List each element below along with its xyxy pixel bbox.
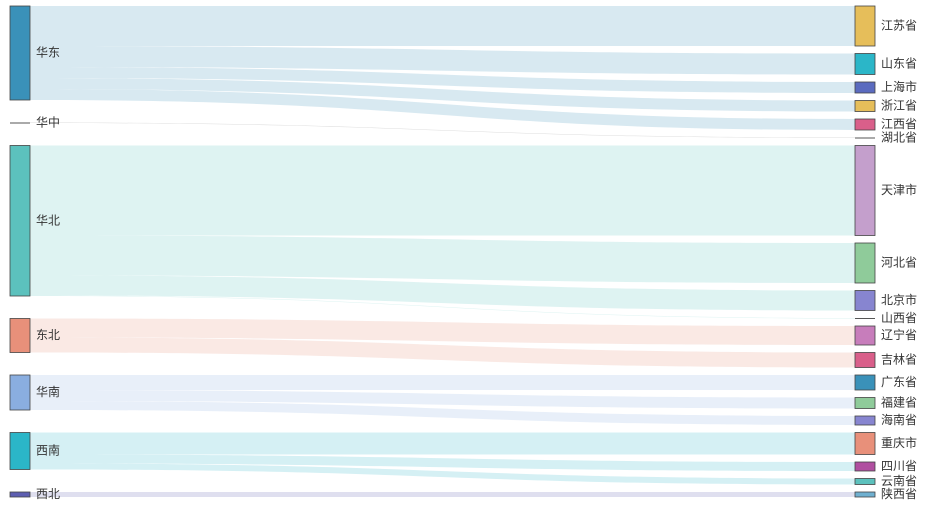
link (30, 390, 855, 409)
link (30, 401, 855, 425)
node (9, 374, 31, 411)
node-label: 山东省 (881, 57, 917, 71)
node-label: 西南 (36, 443, 60, 458)
node-label: 辽宁省 (881, 327, 917, 342)
link (30, 295, 855, 319)
node (854, 100, 876, 112)
link (30, 432, 855, 455)
node (854, 461, 876, 472)
node-label: 华北 (36, 213, 60, 227)
link (30, 454, 855, 471)
node (9, 5, 31, 101)
node-label: 湖北省 (881, 130, 917, 145)
node (9, 491, 31, 498)
link (30, 78, 855, 112)
node (854, 145, 876, 236)
node (854, 374, 876, 391)
node (854, 242, 876, 284)
node-label: 江西省 (881, 117, 917, 131)
node-label: 西北 (36, 487, 60, 501)
node-label: 陕西省 (881, 486, 917, 501)
link (30, 337, 855, 368)
link (30, 492, 855, 497)
link (30, 318, 855, 345)
node (854, 5, 876, 47)
node (854, 118, 876, 131)
node (854, 53, 876, 75)
link (30, 275, 855, 311)
node (854, 81, 876, 94)
node-label: 华南 (36, 384, 60, 399)
node (854, 415, 876, 426)
node (10, 122, 30, 124)
node-label: 上海市 (881, 79, 917, 94)
node-label: 浙江省 (881, 99, 917, 113)
link (30, 46, 855, 75)
node (9, 432, 31, 470)
node-label: 吉林省 (881, 353, 917, 367)
link (30, 145, 855, 236)
link (30, 235, 855, 283)
node (855, 137, 875, 139)
node (854, 397, 876, 409)
node-label: 云南省 (881, 473, 917, 488)
node-label: 海南省 (881, 412, 917, 427)
node (854, 290, 876, 311)
node (854, 432, 876, 455)
node (854, 352, 876, 368)
link (30, 6, 855, 46)
node-label: 江苏省 (881, 19, 917, 33)
node-label: 四川省 (881, 459, 917, 473)
node-label: 福建省 (881, 395, 917, 410)
node-label: 华东 (36, 46, 60, 60)
node-label: 天津市 (881, 182, 917, 197)
node-label: 重庆市 (881, 435, 917, 450)
node (854, 478, 876, 485)
node (854, 491, 876, 498)
node-label: 华中 (36, 115, 60, 130)
link (30, 67, 855, 93)
node-label: 广东省 (881, 375, 917, 389)
node (9, 318, 31, 353)
link (30, 89, 855, 130)
node-label: 北京市 (881, 292, 917, 307)
link (30, 122, 855, 138)
node (855, 318, 875, 319)
link (30, 375, 855, 390)
node (9, 145, 31, 297)
node (854, 325, 876, 346)
link (30, 463, 855, 485)
node-label: 山西省 (881, 311, 917, 325)
node-label: 东北 (36, 328, 60, 342)
node-label: 河北省 (881, 256, 917, 270)
